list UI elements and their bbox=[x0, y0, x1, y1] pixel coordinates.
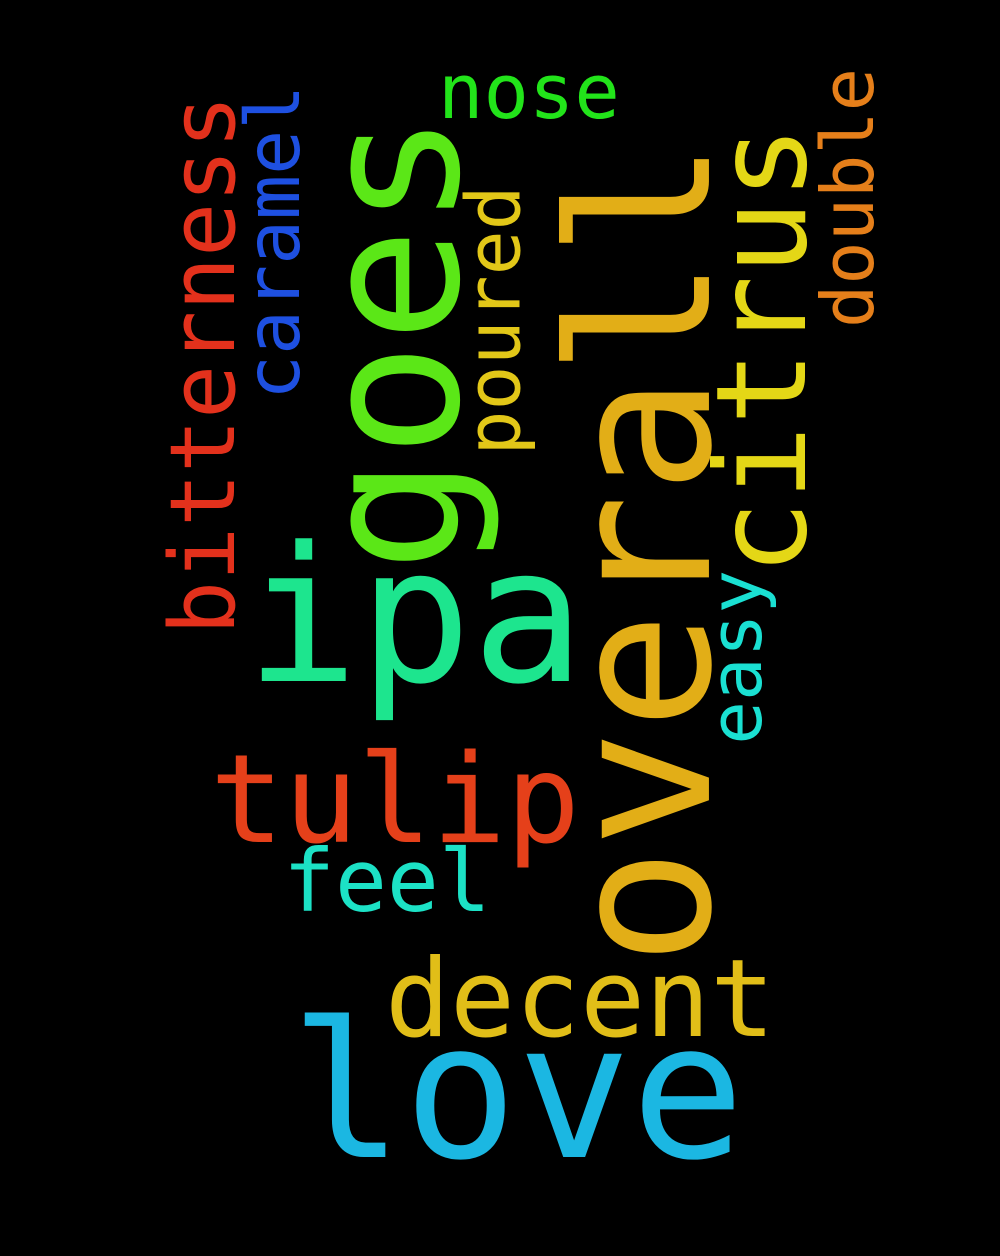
word-feel: feel bbox=[283, 832, 491, 932]
word-ipa: ipa bbox=[245, 507, 585, 726]
word-double: double bbox=[805, 67, 890, 329]
word-tulip: tulip bbox=[210, 727, 580, 871]
word-easy: easy bbox=[695, 569, 780, 745]
word-nose: nose bbox=[438, 48, 620, 136]
word-love: love bbox=[290, 982, 745, 1202]
word-decent: decent bbox=[385, 937, 776, 1062]
word-caramel: caramel bbox=[229, 84, 317, 401]
word-poured: poured bbox=[450, 184, 538, 455]
